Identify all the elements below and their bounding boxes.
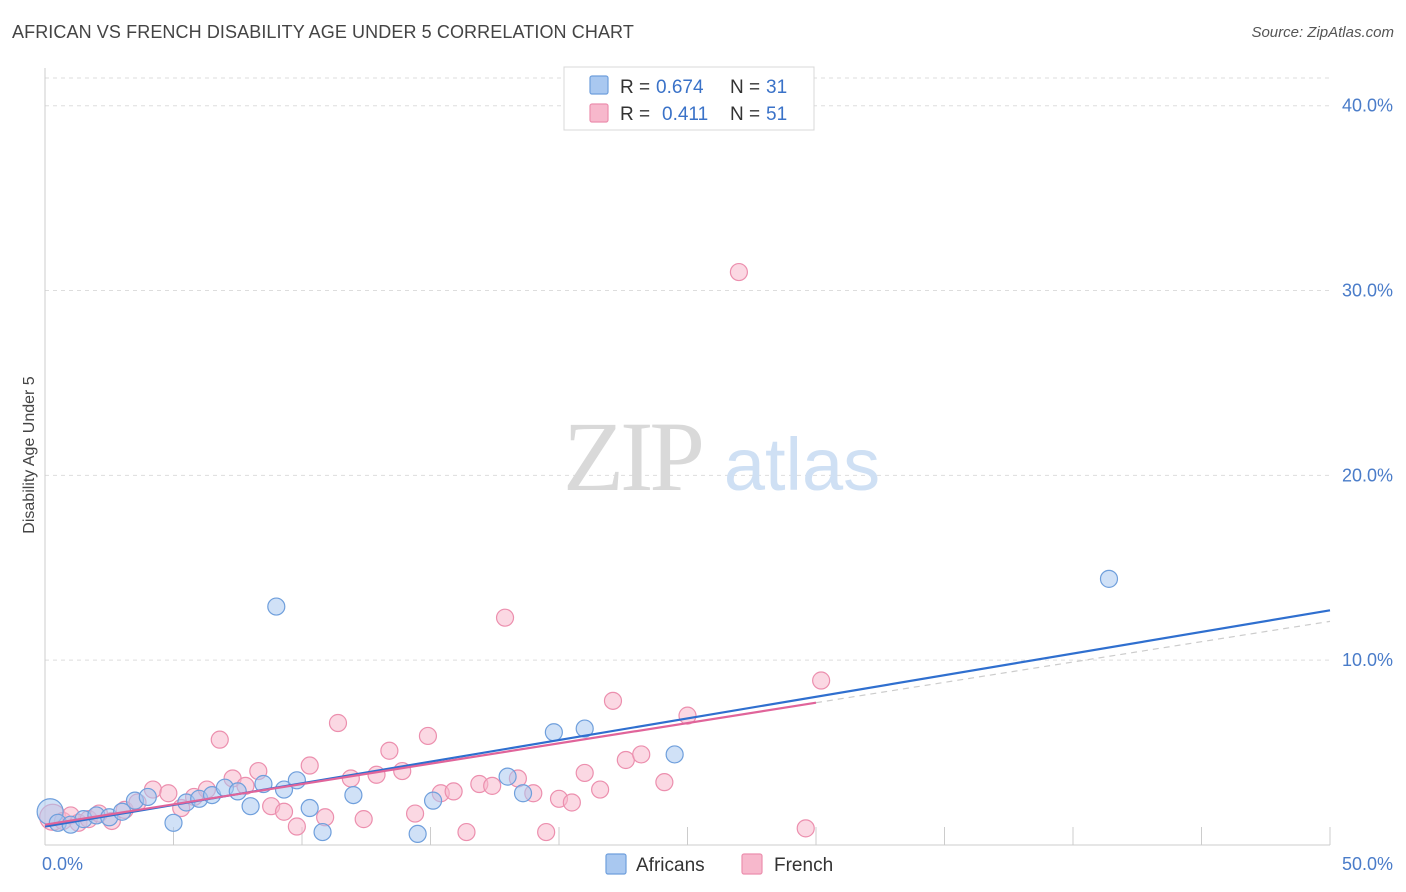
x-tick-label-1: 50.0% [1342, 854, 1393, 874]
french-point-50 [796, 819, 815, 838]
french-point-44 [603, 691, 623, 710]
africans-points [36, 569, 1119, 844]
africans-point-30 [1099, 569, 1119, 588]
africans-point-15 [241, 797, 260, 816]
french-point-46 [632, 745, 651, 764]
french-point-25 [354, 810, 373, 829]
africans-point-27 [544, 723, 563, 742]
y-tick-label-2: 30.0% [1342, 281, 1393, 301]
french-point-19 [274, 802, 294, 821]
french-point-49 [729, 262, 749, 282]
legend-n-value-french: 51 [766, 104, 787, 125]
legend-r-value-french: 0.411 [662, 104, 708, 125]
legend-n-label-africans: N = [730, 77, 760, 98]
africans-point-14 [228, 782, 247, 801]
french-point-21 [300, 756, 319, 775]
french-point-35 [483, 776, 502, 795]
french-point-22 [316, 808, 335, 827]
french-points [39, 262, 831, 842]
bottom-legend-label-africans: Africans [636, 855, 705, 876]
french-point-24 [341, 769, 360, 788]
africans-point-26 [513, 784, 533, 803]
y-tick-label-3: 40.0% [1342, 96, 1393, 116]
gridlines [45, 77, 1330, 661]
africans-point-22 [344, 785, 363, 805]
x-tick-label-0: 0.0% [42, 854, 83, 874]
source-label: Source: ZipAtlas.com [1251, 24, 1394, 41]
watermark-zip: ZIP [563, 401, 701, 512]
africans-point-8 [138, 787, 157, 807]
french-point-36 [495, 608, 515, 627]
french-point-45 [616, 750, 635, 770]
french-point-32 [444, 782, 463, 801]
bottom-legend-label-french: French [774, 855, 833, 876]
french-point-43 [591, 780, 610, 799]
legend-swatch-french [589, 103, 609, 123]
french-trend-extension [815, 620, 1331, 704]
africans-point-29 [665, 745, 684, 764]
africans-point-17 [267, 597, 286, 616]
africans-point-23 [408, 824, 427, 844]
watermark: ZIP atlas [563, 401, 880, 512]
legend-n-value-africans: 31 [766, 77, 787, 98]
legend-swatch-africans [589, 75, 609, 95]
africans-point-28 [575, 719, 594, 738]
africans-point-24 [423, 791, 443, 810]
africans-point-20 [300, 798, 319, 818]
axes [44, 68, 1331, 846]
y-tick-labels: 10.0% 20.0% 30.0% 40.0% [1342, 96, 1393, 670]
africans-point-21 [313, 822, 332, 842]
french-point-30 [418, 726, 438, 746]
french-point-51 [812, 671, 831, 690]
french-point-33 [457, 822, 476, 842]
french-point-47 [655, 773, 674, 792]
legend-r-value-africans: 0.674 [656, 77, 704, 98]
y-tick-label-1: 20.0% [1342, 465, 1393, 485]
y-tick-label-0: 10.0% [1342, 650, 1393, 670]
x-tick-labels: 0.0% 50.0% [42, 854, 1393, 874]
french-point-10 [159, 784, 178, 803]
africans-point-25 [498, 767, 517, 786]
french-trend-line [44, 701, 817, 826]
french-point-27 [380, 741, 399, 760]
chart-title: AFRICAN VS FRENCH DISABILITY AGE UNDER 5… [12, 22, 634, 42]
legend-n-label-french: N = [730, 104, 760, 125]
bottom-legend-swatch-french [741, 853, 763, 875]
y-axis-label: Disability Age Under 5 [21, 376, 38, 534]
legend-r-label-africans: R = [620, 77, 650, 98]
french-point-23 [328, 713, 348, 733]
watermark-atlas: atlas [724, 423, 880, 506]
french-point-20 [287, 817, 306, 836]
bottom-legend: Africans French [605, 853, 833, 876]
french-point-14 [210, 730, 229, 749]
bottom-legend-swatch-africans [605, 853, 627, 875]
french-point-42 [575, 763, 594, 783]
french-point-39 [537, 822, 556, 842]
top-legend: R = 0.674 N = 31 R = 0.411 N = 51 [563, 66, 815, 131]
legend-r-label-french: R = [620, 104, 650, 125]
french-point-29 [405, 804, 425, 823]
trend-lines [44, 609, 1331, 828]
africans-point-9 [164, 813, 183, 832]
french-point-41 [562, 793, 581, 812]
